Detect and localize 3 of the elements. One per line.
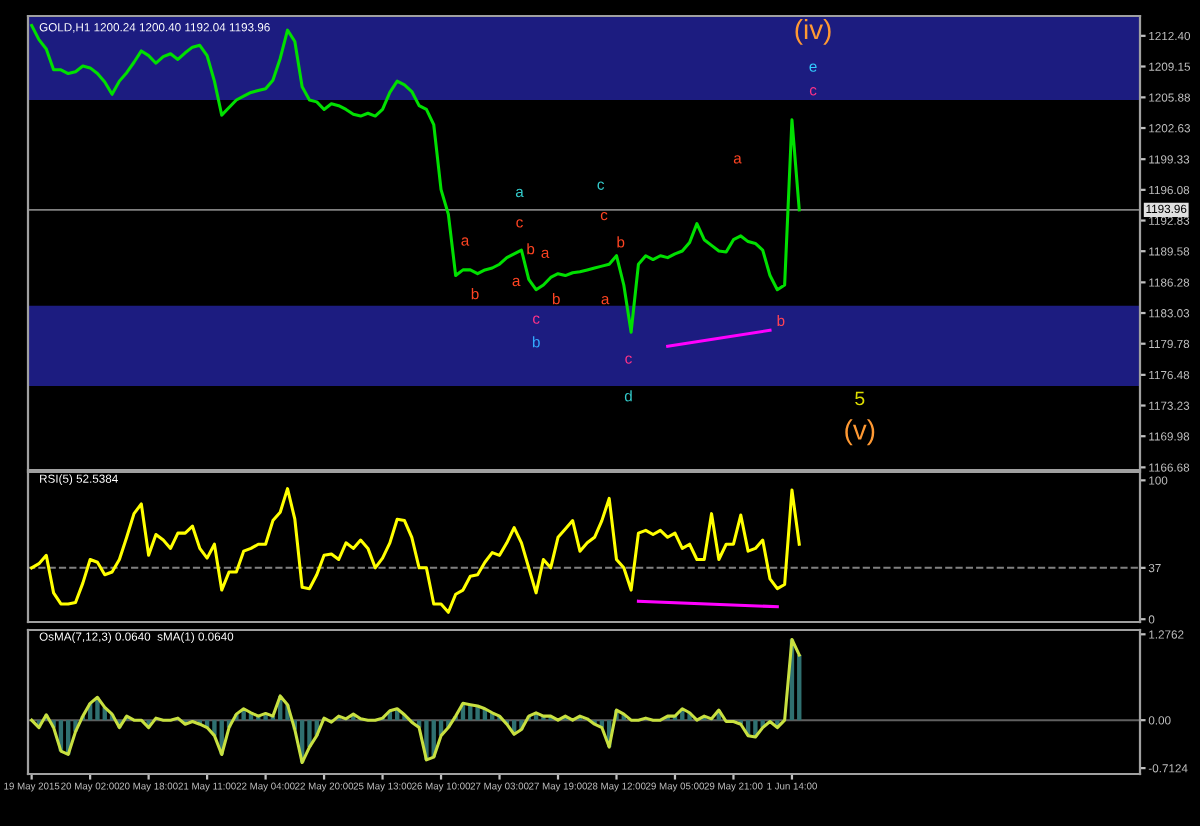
text: (v) [845, 419, 875, 446]
text: 5 [855, 391, 865, 406]
annotation: (iv) [795, 18, 831, 45]
